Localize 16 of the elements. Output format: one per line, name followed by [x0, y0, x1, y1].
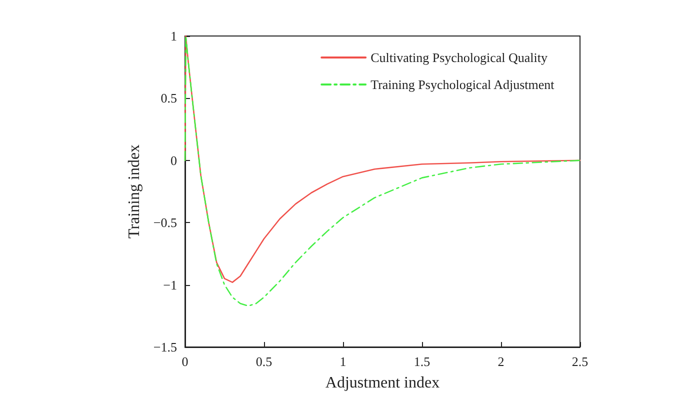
x-tick-label: 1.5 [414, 354, 430, 369]
x-tick-label: 1 [340, 354, 346, 369]
x-tick-label: 0.5 [256, 354, 272, 369]
legend-label: Training Psychological Adjustment [370, 77, 555, 92]
y-tick-label: −1 [163, 277, 177, 292]
y-tick-label: 1 [170, 28, 177, 44]
y-axis-title: Training index [126, 144, 144, 239]
x-axis-title: Adjustment index [325, 374, 440, 392]
y-tick-label: −1.5 [153, 340, 177, 354]
legend-label: Cultivating Psychological Quality [370, 50, 548, 65]
x-tick-label: 2 [498, 354, 504, 369]
y-tick-label: 0.5 [160, 90, 177, 106]
x-tick-label: 2.5 [572, 354, 588, 369]
x-tick-label: 0 [182, 354, 188, 369]
y-tick-label: 0 [170, 152, 177, 168]
y-tick-label: −0.5 [153, 215, 177, 230]
